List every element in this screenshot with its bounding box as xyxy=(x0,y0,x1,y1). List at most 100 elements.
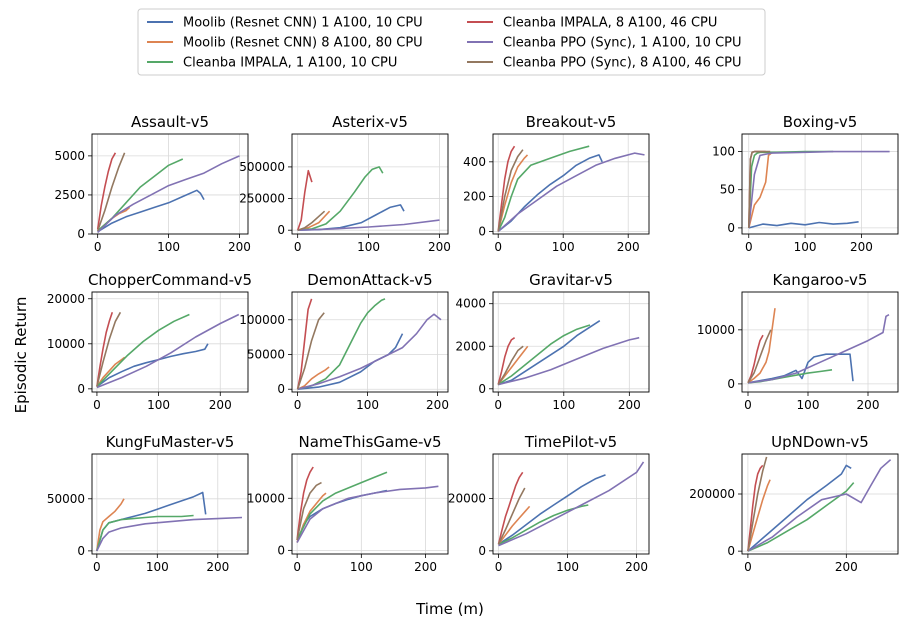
subplot-title: Asterix-v5 xyxy=(332,113,408,131)
y-tick-label: 250000 xyxy=(239,192,285,206)
subplot: NameThisGame-v5 0 100 200 0 10000 xyxy=(247,433,449,574)
series-line xyxy=(497,345,524,386)
y-tick-label: 0 xyxy=(478,224,486,238)
x-tick-label: 100 xyxy=(157,240,180,254)
series-line xyxy=(747,308,776,384)
series-line xyxy=(747,329,772,384)
x-tick-label: 200 xyxy=(209,398,232,412)
legend-label: Cleanba PPO (Sync), 1 A100, 10 CPU xyxy=(503,36,742,51)
subplot: DemonAttack-v5 0 100 200 0 50000 100000 xyxy=(239,271,449,412)
series-line xyxy=(297,313,442,390)
legend-frame xyxy=(137,8,766,76)
series-line xyxy=(297,298,386,390)
series-group xyxy=(497,461,645,547)
series-line xyxy=(297,366,330,390)
series-group xyxy=(747,456,892,552)
series-line xyxy=(748,150,771,228)
series-line xyxy=(96,356,126,388)
series-line xyxy=(747,334,764,384)
x-tick-label: 200 xyxy=(228,240,251,254)
x-tick-label: 200 xyxy=(426,398,449,412)
y-tick-label: 0 xyxy=(277,223,285,237)
series-line xyxy=(97,155,240,233)
series-line xyxy=(497,145,516,232)
y-tick-label: 500000 xyxy=(239,160,285,174)
y-tick-label: 100 xyxy=(712,145,735,159)
y-tick-label: 0 xyxy=(727,377,735,391)
x-tick-label: 200 xyxy=(618,398,641,412)
series-line xyxy=(97,189,205,233)
x-tick-label: 200 xyxy=(617,240,640,254)
subplot: Boxing-v5 0 100 200 0 50 100 xyxy=(712,113,899,254)
subplot-title: Boxing-v5 xyxy=(783,113,858,131)
y-tick-label: 0 xyxy=(77,382,85,396)
series-line xyxy=(747,464,764,552)
series-line xyxy=(296,471,388,541)
y-tick-label: 10000 xyxy=(47,337,85,351)
x-tick-label: 100 xyxy=(556,560,579,574)
series-group xyxy=(296,466,439,543)
legend-label: Moolib (Resnet CNN) 1 A100, 10 CPU xyxy=(183,16,423,31)
y-tick-label: 50000 xyxy=(247,348,285,362)
y-tick-label: 0 xyxy=(478,382,486,396)
series-line xyxy=(747,459,892,552)
plot-frame xyxy=(741,291,899,393)
x-tick-label: 200 xyxy=(414,560,437,574)
series-line xyxy=(96,498,125,552)
series-group xyxy=(96,311,240,389)
y-tick-label: 0 xyxy=(478,544,486,558)
series-line xyxy=(747,482,855,552)
x-tick-label: 0 xyxy=(294,240,302,254)
x-tick-label: 100 xyxy=(797,398,820,412)
plot-frame xyxy=(741,133,899,235)
subplot-title: UpNDown-v5 xyxy=(771,433,869,451)
x-tick-label: 100 xyxy=(356,398,379,412)
y-tick-label: 0 xyxy=(77,544,85,558)
series-line xyxy=(748,221,859,229)
legend-label: Cleanba IMPALA, 1 A100, 10 CPU xyxy=(183,56,397,71)
subplot-title: DemonAttack-v5 xyxy=(307,271,432,289)
series-line xyxy=(96,311,122,387)
y-tick-label: 50 xyxy=(720,183,735,197)
series-line xyxy=(747,456,768,552)
series-group xyxy=(497,145,645,233)
series-line xyxy=(297,166,384,231)
plot-frame xyxy=(492,453,650,555)
series-line xyxy=(497,152,645,232)
y-tick-label: 400 xyxy=(463,155,486,169)
y-tick-label: 0 xyxy=(277,543,285,557)
subplot-title: NameThisGame-v5 xyxy=(299,433,442,451)
subplot-title: Assault-v5 xyxy=(131,113,209,131)
y-tick-label: 100000 xyxy=(239,313,285,327)
series-line xyxy=(497,505,531,545)
series-line xyxy=(497,487,526,545)
x-tick-label: 100 xyxy=(146,560,169,574)
series-line xyxy=(296,481,322,541)
x-tick-label: 200 xyxy=(206,560,229,574)
y-tick-label: 2000 xyxy=(455,339,486,353)
series-line xyxy=(96,514,194,552)
x-tick-label: 0 xyxy=(93,398,101,412)
subplot: Breakout-v5 0 100 200 0 200 400 xyxy=(463,113,650,254)
legend-label: Moolib (Resnet CNN) 8 A100, 80 CPU xyxy=(183,36,423,51)
series-line xyxy=(497,337,516,385)
x-tick-label: 100 xyxy=(552,240,575,254)
plot-frame xyxy=(291,133,449,235)
series-line xyxy=(498,461,645,547)
subplot-title: KungFuMaster-v5 xyxy=(106,433,235,451)
series-line xyxy=(498,336,640,386)
series-line xyxy=(297,333,404,390)
subplot: KungFuMaster-v5 0 100 200 0 50000 xyxy=(47,433,249,574)
series-group xyxy=(747,308,890,384)
series-line xyxy=(96,152,126,232)
x-tick-label: 200 xyxy=(625,560,648,574)
subplot-title: Kangaroo-v5 xyxy=(773,271,868,289)
y-tick-label: 10000 xyxy=(697,323,735,337)
x-tick-label: 100 xyxy=(147,398,170,412)
x-tick-label: 100 xyxy=(794,240,817,254)
x-tick-label: 0 xyxy=(94,240,102,254)
y-tick-label: 20000 xyxy=(47,292,85,306)
subplot-title: ChopperCommand-v5 xyxy=(88,271,252,289)
legend-label: Cleanba IMPALA, 8 A100, 46 CPU xyxy=(503,16,717,31)
